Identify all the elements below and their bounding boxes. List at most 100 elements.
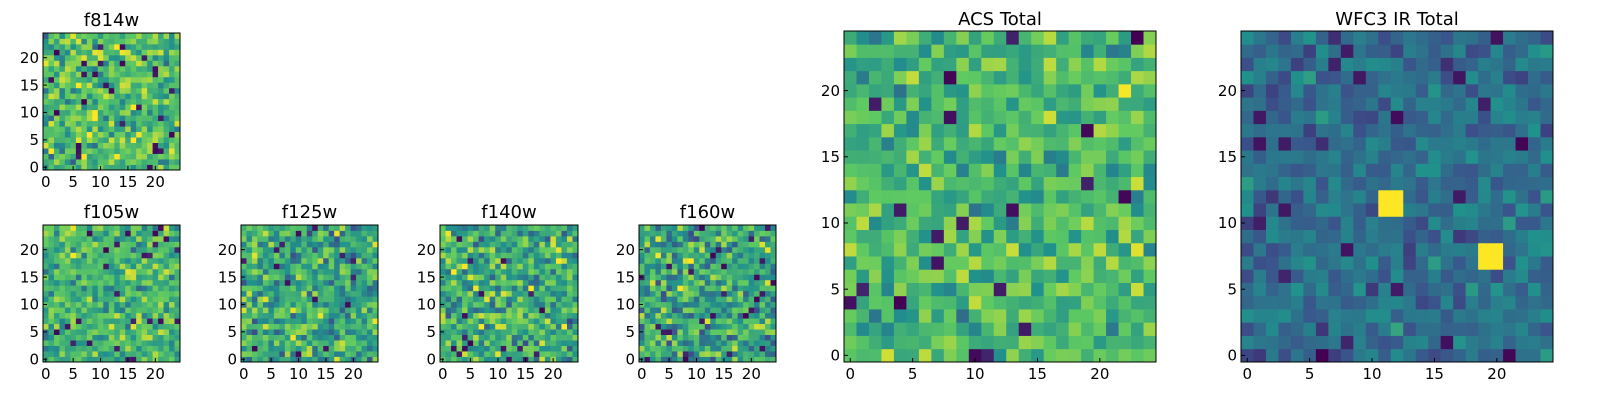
heatmap-cell	[699, 345, 706, 352]
heatmap-cell	[688, 230, 695, 237]
heatmap-cell	[75, 87, 82, 94]
x-tick-label: 20	[344, 365, 363, 383]
heatmap-cell	[1253, 150, 1267, 164]
heatmap-cell	[64, 263, 71, 270]
heatmap-cell	[943, 229, 957, 244]
heatmap-cell	[317, 263, 324, 270]
heatmap-cell	[639, 230, 645, 237]
heatmap-cell	[1018, 123, 1032, 138]
heatmap-cell	[1241, 282, 1254, 297]
heatmap-cell	[956, 163, 970, 178]
heatmap-cell	[660, 312, 667, 319]
heatmap-cell	[495, 263, 502, 270]
heatmap-cell	[732, 351, 739, 357]
heatmap-cell	[660, 334, 667, 341]
heatmap-cell	[1340, 176, 1354, 191]
heatmap-cell	[246, 225, 253, 231]
heatmap-cell	[1340, 242, 1354, 257]
heatmap-cell	[715, 263, 722, 270]
heatmap-cell	[86, 137, 93, 143]
heatmap-cell	[522, 345, 529, 352]
heatmap-cell	[356, 312, 362, 319]
heatmap-cell	[108, 93, 115, 100]
heatmap-cell	[754, 274, 760, 281]
heatmap-cell	[893, 242, 907, 257]
heatmap-cell	[759, 345, 766, 352]
heatmap-cell	[246, 285, 253, 292]
heatmap-cell	[1340, 282, 1354, 297]
heatmap-cell	[1303, 97, 1317, 111]
heatmap-cell	[1241, 83, 1254, 98]
heatmap-cell	[141, 356, 148, 363]
heatmap-cell	[174, 109, 181, 116]
heatmap-cell	[141, 279, 148, 286]
heatmap-cell	[748, 329, 755, 335]
heatmap-cell	[306, 312, 313, 319]
heatmap-cell	[1118, 57, 1132, 72]
heatmap-cell	[169, 65, 175, 72]
heatmap-cell	[169, 38, 175, 45]
heatmap-cell	[677, 225, 684, 231]
heatmap-cell	[1043, 189, 1057, 204]
heatmap-cell	[152, 54, 159, 61]
heatmap-cell	[317, 340, 324, 346]
heatmap-cell	[918, 242, 932, 257]
heatmap-cell	[1378, 70, 1392, 85]
heatmap-cell	[53, 38, 60, 45]
heatmap-cell	[931, 70, 945, 85]
heatmap-cell	[43, 268, 49, 275]
heatmap-cell	[1440, 203, 1454, 217]
heatmap-cell	[1328, 256, 1342, 270]
heatmap-cell	[152, 312, 159, 319]
heatmap-cell	[726, 230, 733, 237]
heatmap-cell	[445, 318, 452, 325]
heatmap-cell	[108, 49, 115, 56]
heatmap-cell	[765, 274, 771, 281]
heatmap-cell	[844, 256, 857, 270]
heatmap-cell	[1440, 57, 1454, 72]
heatmap-cell	[533, 312, 540, 319]
heatmap-cell	[1515, 256, 1529, 270]
heatmap-cell	[108, 263, 115, 270]
heatmap-cell	[754, 268, 760, 275]
heatmap-cell	[511, 225, 518, 231]
heatmap-cell	[1465, 269, 1479, 283]
heatmap-cell	[130, 329, 137, 335]
heatmap-cell	[906, 269, 920, 283]
heatmap-cell	[844, 83, 857, 98]
heatmap-cell	[1106, 110, 1119, 125]
heatmap-cell	[868, 44, 882, 58]
heatmap-cell	[500, 257, 507, 264]
heatmap-cell	[473, 257, 480, 264]
heatmap-cell	[1390, 163, 1404, 178]
heatmap-cell	[1068, 57, 1082, 72]
heatmap-cell	[893, 136, 907, 151]
heatmap-cell	[737, 241, 744, 248]
heatmap-cell	[48, 153, 55, 160]
heatmap-cell	[566, 323, 573, 330]
heatmap-cell	[1118, 44, 1132, 58]
y-tick-label: 15	[1218, 148, 1237, 166]
heatmap-cell	[639, 290, 645, 297]
heatmap-cell	[75, 71, 82, 78]
heatmap-cell	[1403, 150, 1417, 164]
heatmap-cell	[473, 312, 480, 319]
heatmap-cell	[70, 153, 77, 160]
heatmap-cell	[141, 318, 148, 325]
heatmap-cell	[1081, 309, 1094, 323]
heatmap-cell	[1353, 44, 1367, 58]
heatmap-cell	[478, 290, 485, 297]
heatmap-cell	[53, 142, 60, 149]
heatmap-cell	[295, 323, 302, 330]
heatmap-cell	[555, 318, 562, 325]
heatmap-cell	[246, 279, 253, 286]
heatmap-cell	[163, 230, 170, 237]
heatmap-cell	[893, 123, 907, 138]
heatmap-cell	[350, 263, 357, 270]
heatmap-cell	[1365, 295, 1379, 310]
heatmap-cell	[699, 257, 706, 264]
heatmap-cell	[1315, 189, 1329, 204]
heatmap-cell	[981, 282, 995, 297]
heatmap-cell	[1453, 83, 1467, 98]
heatmap-cell	[1415, 282, 1429, 297]
